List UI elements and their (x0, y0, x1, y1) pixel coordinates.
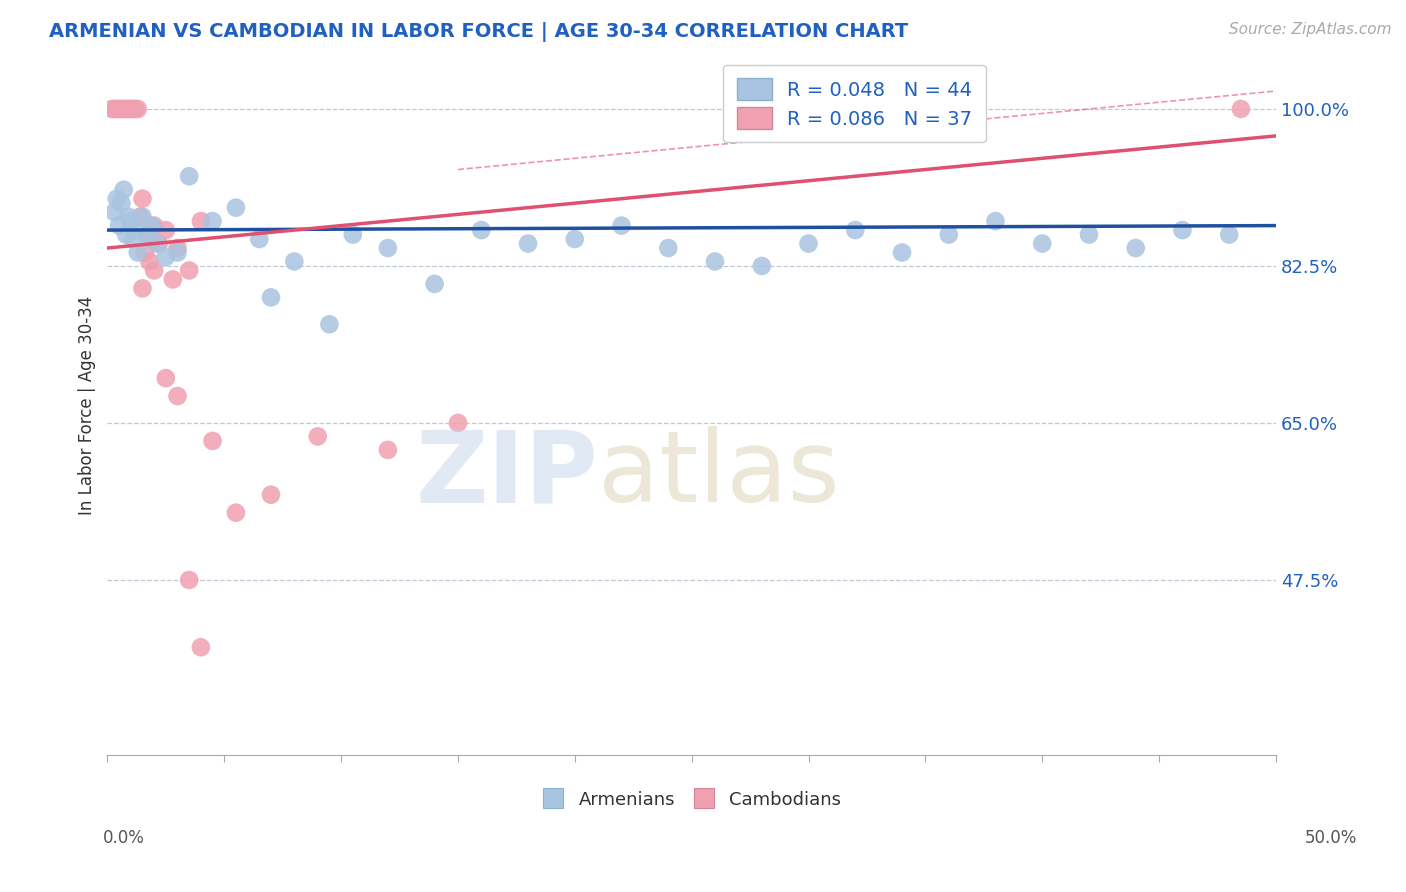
Point (610, 219, 633, 233)
Point (797, 236, 820, 251)
Text: 0.0%: 0.0% (103, 829, 145, 847)
Point (105, 102, 128, 116)
Point (564, 232, 586, 246)
Point (122, 102, 145, 116)
Point (148, 236, 170, 251)
Point (844, 223, 866, 237)
Point (318, 318, 340, 332)
Point (470, 223, 492, 237)
Point (704, 254, 727, 268)
Point (103, 205, 125, 219)
Point (225, 506, 247, 520)
Point (423, 277, 446, 291)
Point (225, 201, 247, 215)
Point (112, 102, 135, 116)
Point (984, 214, 1007, 228)
Point (1031, 236, 1053, 251)
Point (201, 434, 224, 448)
Point (283, 254, 305, 268)
Point (115, 102, 138, 116)
Point (120, 214, 142, 228)
Text: atlas: atlas (598, 426, 839, 524)
Point (127, 102, 149, 116)
Point (108, 102, 131, 116)
Point (110, 102, 132, 116)
Y-axis label: In Labor Force | Age 30-34: In Labor Force | Age 30-34 (79, 295, 96, 515)
Point (751, 259, 773, 273)
Point (124, 102, 146, 116)
Point (190, 214, 212, 228)
Text: ARMENIAN VS CAMBODIAN IN LABOR FORCE | AGE 30-34 CORRELATION CHART: ARMENIAN VS CAMBODIAN IN LABOR FORCE | A… (49, 22, 908, 42)
Point (166, 245, 188, 260)
Point (105, 192, 128, 206)
Text: 50.0%: 50.0% (1305, 829, 1357, 847)
Point (136, 227, 159, 242)
Point (108, 219, 131, 233)
Point (179, 169, 201, 184)
Point (131, 281, 153, 295)
Point (247, 232, 270, 246)
Point (377, 241, 399, 255)
Point (110, 196, 132, 211)
Point (122, 232, 145, 246)
Point (201, 214, 224, 228)
Point (143, 219, 166, 233)
Point (127, 245, 149, 260)
Point (1078, 227, 1101, 242)
Point (117, 210, 139, 224)
Point (120, 102, 142, 116)
Point (131, 192, 153, 206)
Point (124, 223, 146, 237)
Point (155, 250, 177, 264)
Point (190, 640, 212, 655)
Point (117, 102, 139, 116)
Point (134, 245, 156, 260)
Point (342, 227, 364, 242)
Point (155, 223, 177, 237)
Point (179, 573, 201, 587)
Point (145, 236, 167, 251)
Point (166, 241, 188, 255)
Point (447, 416, 470, 430)
Point (166, 389, 188, 403)
Point (1125, 241, 1147, 255)
Point (103, 102, 125, 116)
Point (112, 183, 135, 197)
Point (155, 371, 177, 385)
Point (141, 219, 163, 233)
Point (657, 241, 679, 255)
Point (938, 227, 960, 242)
Point (162, 272, 184, 286)
Point (136, 227, 159, 242)
Point (179, 263, 201, 277)
Point (260, 488, 283, 502)
Point (1218, 227, 1240, 242)
Point (101, 102, 124, 116)
Point (517, 236, 540, 251)
Point (131, 210, 153, 224)
Point (1171, 223, 1194, 237)
Point (891, 245, 914, 260)
Point (307, 429, 329, 443)
Point (143, 263, 166, 277)
Point (260, 290, 283, 304)
Point (377, 442, 399, 457)
Text: Source: ZipAtlas.com: Source: ZipAtlas.com (1229, 22, 1392, 37)
Point (115, 227, 138, 242)
Text: ZIP: ZIP (415, 426, 598, 524)
Point (129, 210, 152, 224)
Legend: Armenians, Cambodians: Armenians, Cambodians (536, 783, 848, 816)
Point (1230, 102, 1253, 116)
Point (138, 254, 160, 268)
